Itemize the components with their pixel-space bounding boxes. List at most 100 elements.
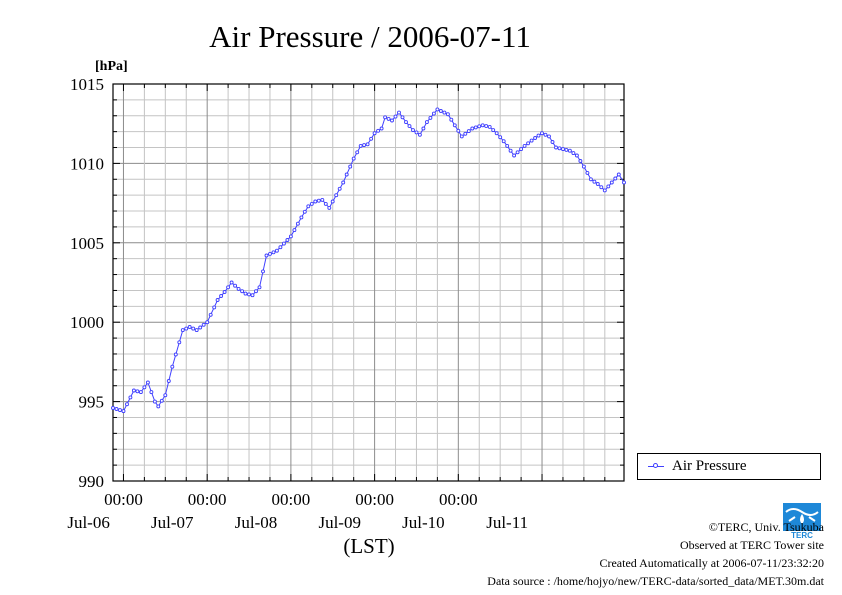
data-point: [435, 107, 440, 112]
data-point: [344, 172, 349, 177]
data-point: [414, 130, 419, 135]
data-point: [215, 298, 220, 302]
data-point: [194, 328, 199, 333]
credit-created: Created Automatically at 2006-07-11/23:3…: [599, 556, 824, 570]
data-point: [498, 135, 503, 140]
data-point: [355, 150, 360, 155]
data-point: [529, 138, 534, 143]
data-point: [376, 128, 381, 133]
data-point: [152, 399, 157, 404]
data-point: [533, 136, 538, 140]
data-point: [271, 250, 276, 255]
data-point: [295, 221, 300, 226]
data-point: [121, 409, 126, 414]
data-point: [547, 134, 551, 139]
data-point: [477, 124, 482, 129]
data-point: [236, 286, 241, 291]
data-point: [316, 198, 321, 203]
data-point: [480, 123, 485, 128]
data-point: [616, 172, 621, 177]
data-point: [574, 153, 579, 158]
data-point: [613, 176, 618, 181]
x-tick-date-label: Jul-09: [318, 513, 361, 532]
y-tick-label: 1015: [70, 75, 104, 94]
data-point: [334, 193, 339, 198]
data-point: [386, 116, 391, 121]
data-point: [393, 114, 398, 119]
data-point: [459, 134, 464, 139]
data-point: [564, 147, 569, 152]
data-point: [337, 186, 342, 191]
data-point: [135, 389, 140, 394]
data-point: [222, 290, 227, 294]
data-point: [561, 147, 565, 152]
data-point: [323, 201, 328, 206]
data-point: [602, 188, 607, 193]
data-point: [233, 283, 238, 288]
series-air-pressure: [111, 107, 626, 414]
data-point: [400, 115, 405, 120]
x-tick-date-label: Jul-07: [151, 513, 194, 532]
data-point: [466, 129, 471, 134]
data-point: [278, 245, 283, 250]
data-point: [424, 120, 429, 125]
data-point: [180, 328, 185, 333]
data-point: [592, 179, 597, 184]
y-tick-label: 990: [79, 472, 105, 491]
data-point: [369, 136, 374, 141]
chart-legend: Air Pressure: [637, 453, 821, 480]
data-point: [411, 128, 415, 133]
data-point: [536, 133, 541, 138]
y-tick-label: 1010: [70, 154, 104, 173]
data-point: [442, 110, 447, 115]
data-point: [149, 390, 154, 395]
data-point: [226, 285, 231, 290]
data-point: [540, 131, 544, 136]
data-point: [494, 131, 499, 136]
data-point: [111, 406, 115, 410]
data-point: [212, 305, 217, 310]
data-point: [543, 132, 548, 137]
data-point: [358, 143, 363, 148]
x-tick-time-label: 00:00: [439, 490, 478, 509]
data-point: [163, 393, 168, 398]
legend-label: Air Pressure: [672, 458, 747, 474]
x-tick-date-label: Jul-11: [486, 513, 528, 532]
data-point: [438, 109, 443, 113]
data-point: [313, 199, 318, 204]
data-point: [417, 132, 422, 137]
data-point: [166, 379, 171, 383]
data-point: [156, 404, 161, 409]
data-point: [463, 131, 468, 136]
data-point: [390, 118, 394, 123]
credit-observed: Observed at TERC Tower site: [679, 538, 824, 552]
data-point: [550, 140, 555, 144]
data-point: [247, 292, 251, 297]
data-point: [501, 139, 506, 144]
data-point: [606, 184, 611, 189]
x-axis-unit: (LST): [343, 534, 394, 558]
data-point: [320, 197, 325, 202]
data-point: [379, 126, 384, 131]
grid-lines: [113, 84, 624, 481]
data-point: [281, 241, 286, 246]
y-tick-label: 1000: [70, 313, 104, 332]
data-point: [292, 228, 297, 233]
x-tick-date-label: Jul-10: [402, 513, 445, 532]
data-point: [243, 291, 248, 296]
data-point: [519, 147, 524, 152]
data-point: [330, 199, 335, 204]
data-point: [264, 253, 269, 258]
x-tick-labels: 00:00 00:00 00:00 00:00 00:00 Jul-06 Jul-07 Jul…: [67, 490, 528, 532]
data-point: [581, 164, 586, 169]
data-point: [362, 143, 367, 148]
data-point: [257, 285, 262, 290]
x-tick-time-label: 00:00: [355, 490, 394, 509]
data-point: [515, 150, 520, 155]
data-point: [622, 180, 626, 185]
x-tick-time-label: 00:00: [272, 490, 311, 509]
data-point: [128, 395, 133, 400]
credit-copyright: ©TERC, Univ. Tsukuba: [708, 520, 824, 534]
